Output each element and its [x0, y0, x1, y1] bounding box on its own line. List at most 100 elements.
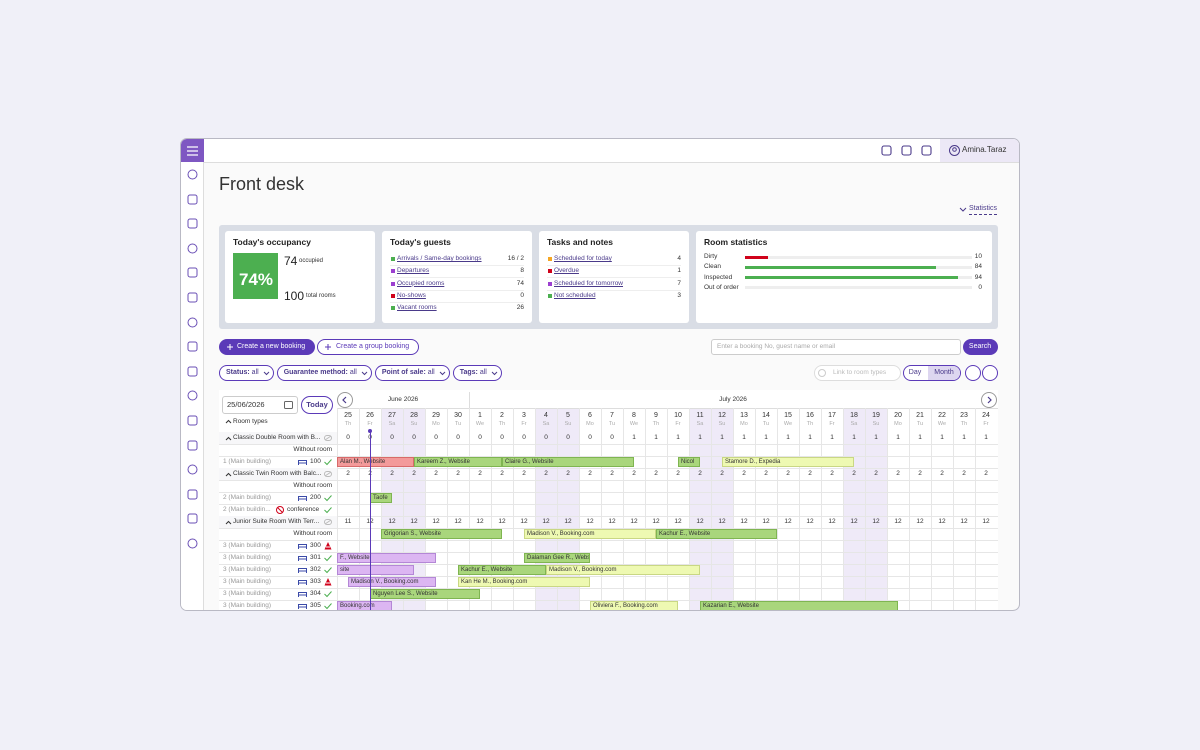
nav-icon[interactable]	[187, 513, 198, 524]
booking[interactable]: Claire G., Website	[502, 457, 634, 467]
toolbar-icon[interactable]	[921, 145, 932, 156]
stat-label: Clean	[704, 263, 721, 271]
stat-label: Inspected	[704, 273, 733, 281]
booking[interactable]: Kachur E., Website	[458, 565, 546, 575]
toolbar-icon[interactable]	[901, 145, 912, 156]
nav-icon[interactable]	[187, 292, 198, 303]
filter-dropdown[interactable]: Guarantee method: all	[276, 365, 372, 381]
nav-icon[interactable]	[187, 194, 198, 205]
list-link[interactable]: Departures	[397, 267, 430, 275]
availability: 1	[852, 434, 856, 441]
booking[interactable]: Nicol	[678, 457, 700, 467]
menu-icon[interactable]	[187, 146, 199, 156]
booking[interactable]: Kan He M., Booking.com	[458, 577, 590, 587]
filter-dropdown[interactable]: Point of sale: all	[374, 365, 450, 381]
bar-track	[745, 255, 972, 259]
availability: 12	[894, 518, 902, 525]
booking[interactable]: Madison V., Booking.com	[546, 565, 700, 575]
list-link[interactable]: Arrivals / Same-day bookings	[397, 255, 482, 262]
nav-icon[interactable]	[187, 267, 198, 278]
list-link[interactable]: Vacant rooms	[397, 304, 437, 312]
nav-icon[interactable]	[187, 440, 198, 451]
blocked-icon	[276, 506, 284, 514]
filter-value: all	[425, 369, 435, 376]
divider	[390, 289, 524, 291]
secondary-button[interactable]	[317, 339, 419, 355]
booking[interactable]: site	[337, 565, 414, 575]
nav-icon[interactable]	[187, 317, 198, 328]
booking[interactable]: Dalaman Gee R., Website	[524, 553, 590, 563]
booking[interactable]: Grigorian S., Website	[381, 529, 502, 539]
nav-icon[interactable]	[187, 489, 198, 500]
filter-dropdown[interactable]: Tags: all	[452, 365, 502, 381]
user-menu[interactable]	[940, 139, 1019, 162]
list-link[interactable]: Occupied rooms	[397, 279, 445, 287]
toolbar-icon[interactable]	[881, 145, 892, 156]
filter-dropdown[interactable]: Status: all	[219, 365, 274, 381]
nav-icon[interactable]	[187, 464, 198, 475]
availability: 12	[850, 518, 858, 525]
view-option[interactable]: Day	[908, 369, 922, 376]
round-button[interactable]	[982, 365, 998, 381]
filter-value: all	[477, 369, 487, 376]
day-number: 27	[388, 412, 396, 419]
availability: 2	[346, 470, 350, 477]
booking[interactable]: Booking.com	[337, 601, 392, 610]
nav-arrow[interactable]	[981, 392, 997, 408]
booking[interactable]: Nguyen Lee S., Website	[370, 589, 480, 599]
availability: 2	[742, 470, 746, 477]
caret	[225, 472, 232, 476]
room-type-name: Classic Twin Room with Balc...	[233, 470, 322, 477]
nav-icon[interactable]	[187, 243, 198, 254]
nav-icon[interactable]	[187, 366, 198, 377]
nav-icon[interactable]	[187, 341, 198, 352]
round-button[interactable]	[965, 365, 981, 381]
without-room: Without room	[293, 446, 332, 453]
card-title: Tasks and notes	[547, 237, 613, 247]
availability: 0	[588, 434, 592, 441]
booking[interactable]: Stamore D., Expedia	[722, 457, 854, 467]
stat-bar	[745, 265, 936, 269]
nav-arrow[interactable]	[337, 392, 353, 408]
building-label: 3 (Main building)	[223, 542, 272, 549]
booking[interactable]: Madison V., Booking.com	[524, 529, 656, 539]
booking[interactable]: Kareem Z., Website	[414, 457, 502, 467]
total-label: total rooms	[306, 293, 336, 299]
availability: 1	[632, 434, 636, 441]
list-link[interactable]: Not scheduled	[554, 291, 596, 299]
nav-icon[interactable]	[187, 538, 198, 549]
statistics-link[interactable]: Statistics	[968, 204, 997, 215]
stat-value: 84	[974, 263, 982, 271]
nav-icon[interactable]	[187, 169, 198, 180]
booking[interactable]: Kazarian E., Website	[700, 601, 898, 610]
list-link[interactable]: Scheduled for tomorrow	[554, 279, 624, 287]
search-input[interactable]	[711, 339, 961, 355]
nav-icon[interactable]	[187, 415, 198, 426]
today-button[interactable]	[301, 396, 333, 414]
booking[interactable]: Oliviera F., Booking.com	[590, 601, 678, 610]
booking[interactable]: F., Website	[337, 553, 436, 563]
booking[interactable]: Kachur E., Website	[656, 529, 777, 539]
list-link[interactable]: Overdue	[554, 267, 579, 275]
booking[interactable]: Alan M., Website	[337, 457, 414, 467]
availability: 12	[432, 518, 440, 525]
nav-icon[interactable]	[187, 390, 198, 401]
nav-icon[interactable]	[187, 218, 198, 229]
search-placeholder: Enter a booking No, guest name or email	[717, 343, 836, 350]
plus-icon	[325, 344, 331, 350]
list-link[interactable]: Scheduled for today	[554, 255, 612, 262]
date-input[interactable]	[222, 396, 298, 414]
search-button[interactable]	[963, 339, 998, 355]
weekday: Mo	[894, 421, 902, 427]
divider	[390, 277, 524, 279]
stat-value: 10	[974, 253, 982, 260]
grid-line	[403, 408, 404, 610]
check-icon	[324, 459, 332, 466]
primary-button[interactable]	[219, 339, 315, 355]
link-toggle[interactable]	[814, 365, 901, 381]
booking[interactable]: Taofe	[370, 493, 392, 503]
view-option[interactable]: Month	[934, 369, 954, 376]
list-link[interactable]: No-shows	[397, 291, 426, 299]
booking[interactable]: Madison V., Booking.com	[348, 577, 436, 587]
stat-label: Out of order	[704, 283, 739, 291]
